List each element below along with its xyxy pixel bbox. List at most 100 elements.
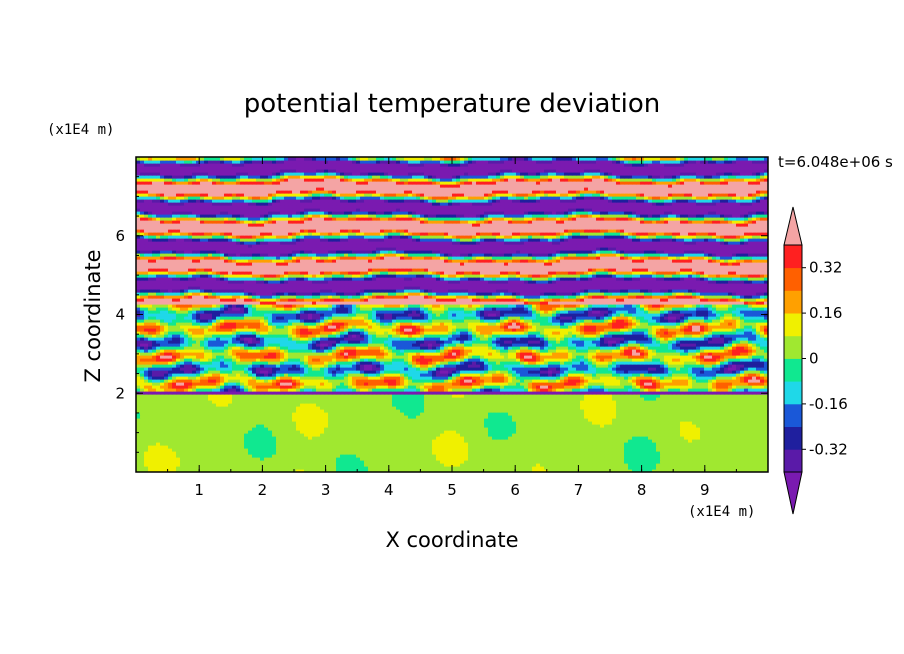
contour-cell (704, 415, 709, 419)
contour-cell (616, 436, 621, 440)
contour-cell (184, 406, 189, 410)
contour-cell (548, 427, 553, 431)
contour-cell (484, 418, 489, 422)
contour-cell (492, 415, 497, 419)
contour-cell (744, 442, 749, 446)
contour-cell (152, 424, 157, 428)
contour-cell (268, 421, 273, 425)
contour-cell (704, 403, 709, 407)
contour-cell (576, 388, 581, 392)
contour-cell (192, 457, 197, 461)
contour-cell (176, 430, 181, 434)
contour-cell (584, 427, 589, 431)
contour-cell (508, 436, 513, 440)
contour-cell (732, 463, 737, 467)
contour-cell (472, 415, 477, 419)
contour-cell (436, 424, 441, 428)
contour-cell (720, 463, 725, 467)
contour-cell (640, 391, 645, 395)
contour-cell (196, 388, 201, 392)
contour-cell (540, 391, 545, 395)
contour-cell (196, 436, 201, 440)
contour-cell (520, 406, 525, 410)
contour-cell (656, 469, 661, 472)
contour-cell (612, 439, 617, 443)
contour-cell (244, 445, 249, 449)
contour-cell (444, 412, 449, 416)
contour-cell (400, 451, 405, 455)
contour-cell (336, 448, 341, 452)
contour-cell (256, 427, 261, 431)
contour-cell (244, 412, 249, 416)
contour-cell (164, 400, 169, 404)
contour-cell (340, 418, 345, 422)
contour-cell (452, 436, 457, 440)
contour-cell (332, 439, 337, 443)
contour-cell (160, 445, 165, 449)
contour-cell (604, 430, 609, 434)
contour-cell (468, 421, 473, 425)
contour-cell (752, 418, 757, 422)
contour-cell (380, 448, 385, 452)
contour-cell (228, 451, 233, 455)
contour-cell (412, 397, 417, 401)
contour-cell (460, 394, 465, 398)
contour-cell (192, 412, 197, 416)
contour-cell (232, 445, 237, 449)
contour-cell (400, 391, 405, 395)
contour-cell (256, 394, 261, 398)
contour-cell (196, 460, 201, 464)
contour-cell (448, 460, 453, 464)
contour-cell (604, 412, 609, 416)
contour-cell (544, 448, 549, 452)
contour-cell (268, 397, 273, 401)
contour-cell (348, 433, 353, 437)
contour-cell (644, 460, 649, 464)
contour-cell (580, 409, 585, 413)
contour-cell (304, 448, 309, 452)
contour-cell (312, 421, 317, 425)
contour-cell (388, 424, 393, 428)
contour-cell (648, 442, 653, 446)
contour-cell (272, 451, 277, 455)
contour-cell (180, 418, 185, 422)
contour-cell (548, 442, 553, 446)
contour-cell (356, 469, 361, 472)
contour-cell (580, 388, 585, 392)
contour-cell (160, 421, 165, 425)
contour-cell (336, 406, 341, 410)
contour-cell (316, 409, 321, 413)
contour-cell (388, 430, 393, 434)
contour-cell (544, 388, 549, 392)
contour-cell (248, 460, 253, 464)
contour-cell (168, 409, 173, 413)
contour-cell (456, 388, 461, 392)
contour-cell (736, 397, 741, 401)
contour-cell (636, 403, 641, 407)
contour-cell (368, 406, 373, 410)
contour-cell (204, 430, 209, 434)
contour-cell (568, 457, 573, 461)
contour-cell (688, 400, 693, 404)
contour-cell (620, 451, 625, 455)
contour-cell (504, 412, 509, 416)
contour-cell (528, 454, 533, 458)
contour-cell (288, 397, 293, 401)
contour-cell (600, 469, 605, 472)
contour-cell (744, 406, 749, 410)
contour-cell (420, 403, 425, 407)
contour-cell (444, 397, 449, 401)
contour-cell (656, 457, 661, 461)
contour-cell (712, 451, 717, 455)
contour-cell (280, 436, 285, 440)
contour-cell (144, 409, 149, 413)
contour-cell (464, 445, 469, 449)
contour-cell (540, 412, 545, 416)
contour-cell (556, 394, 561, 398)
contour-cell (572, 460, 577, 464)
contour-cell (728, 412, 733, 416)
contour-cell (168, 439, 173, 443)
contour-cell (616, 427, 621, 431)
contour-cell (372, 436, 377, 440)
contour-cell (216, 397, 221, 401)
